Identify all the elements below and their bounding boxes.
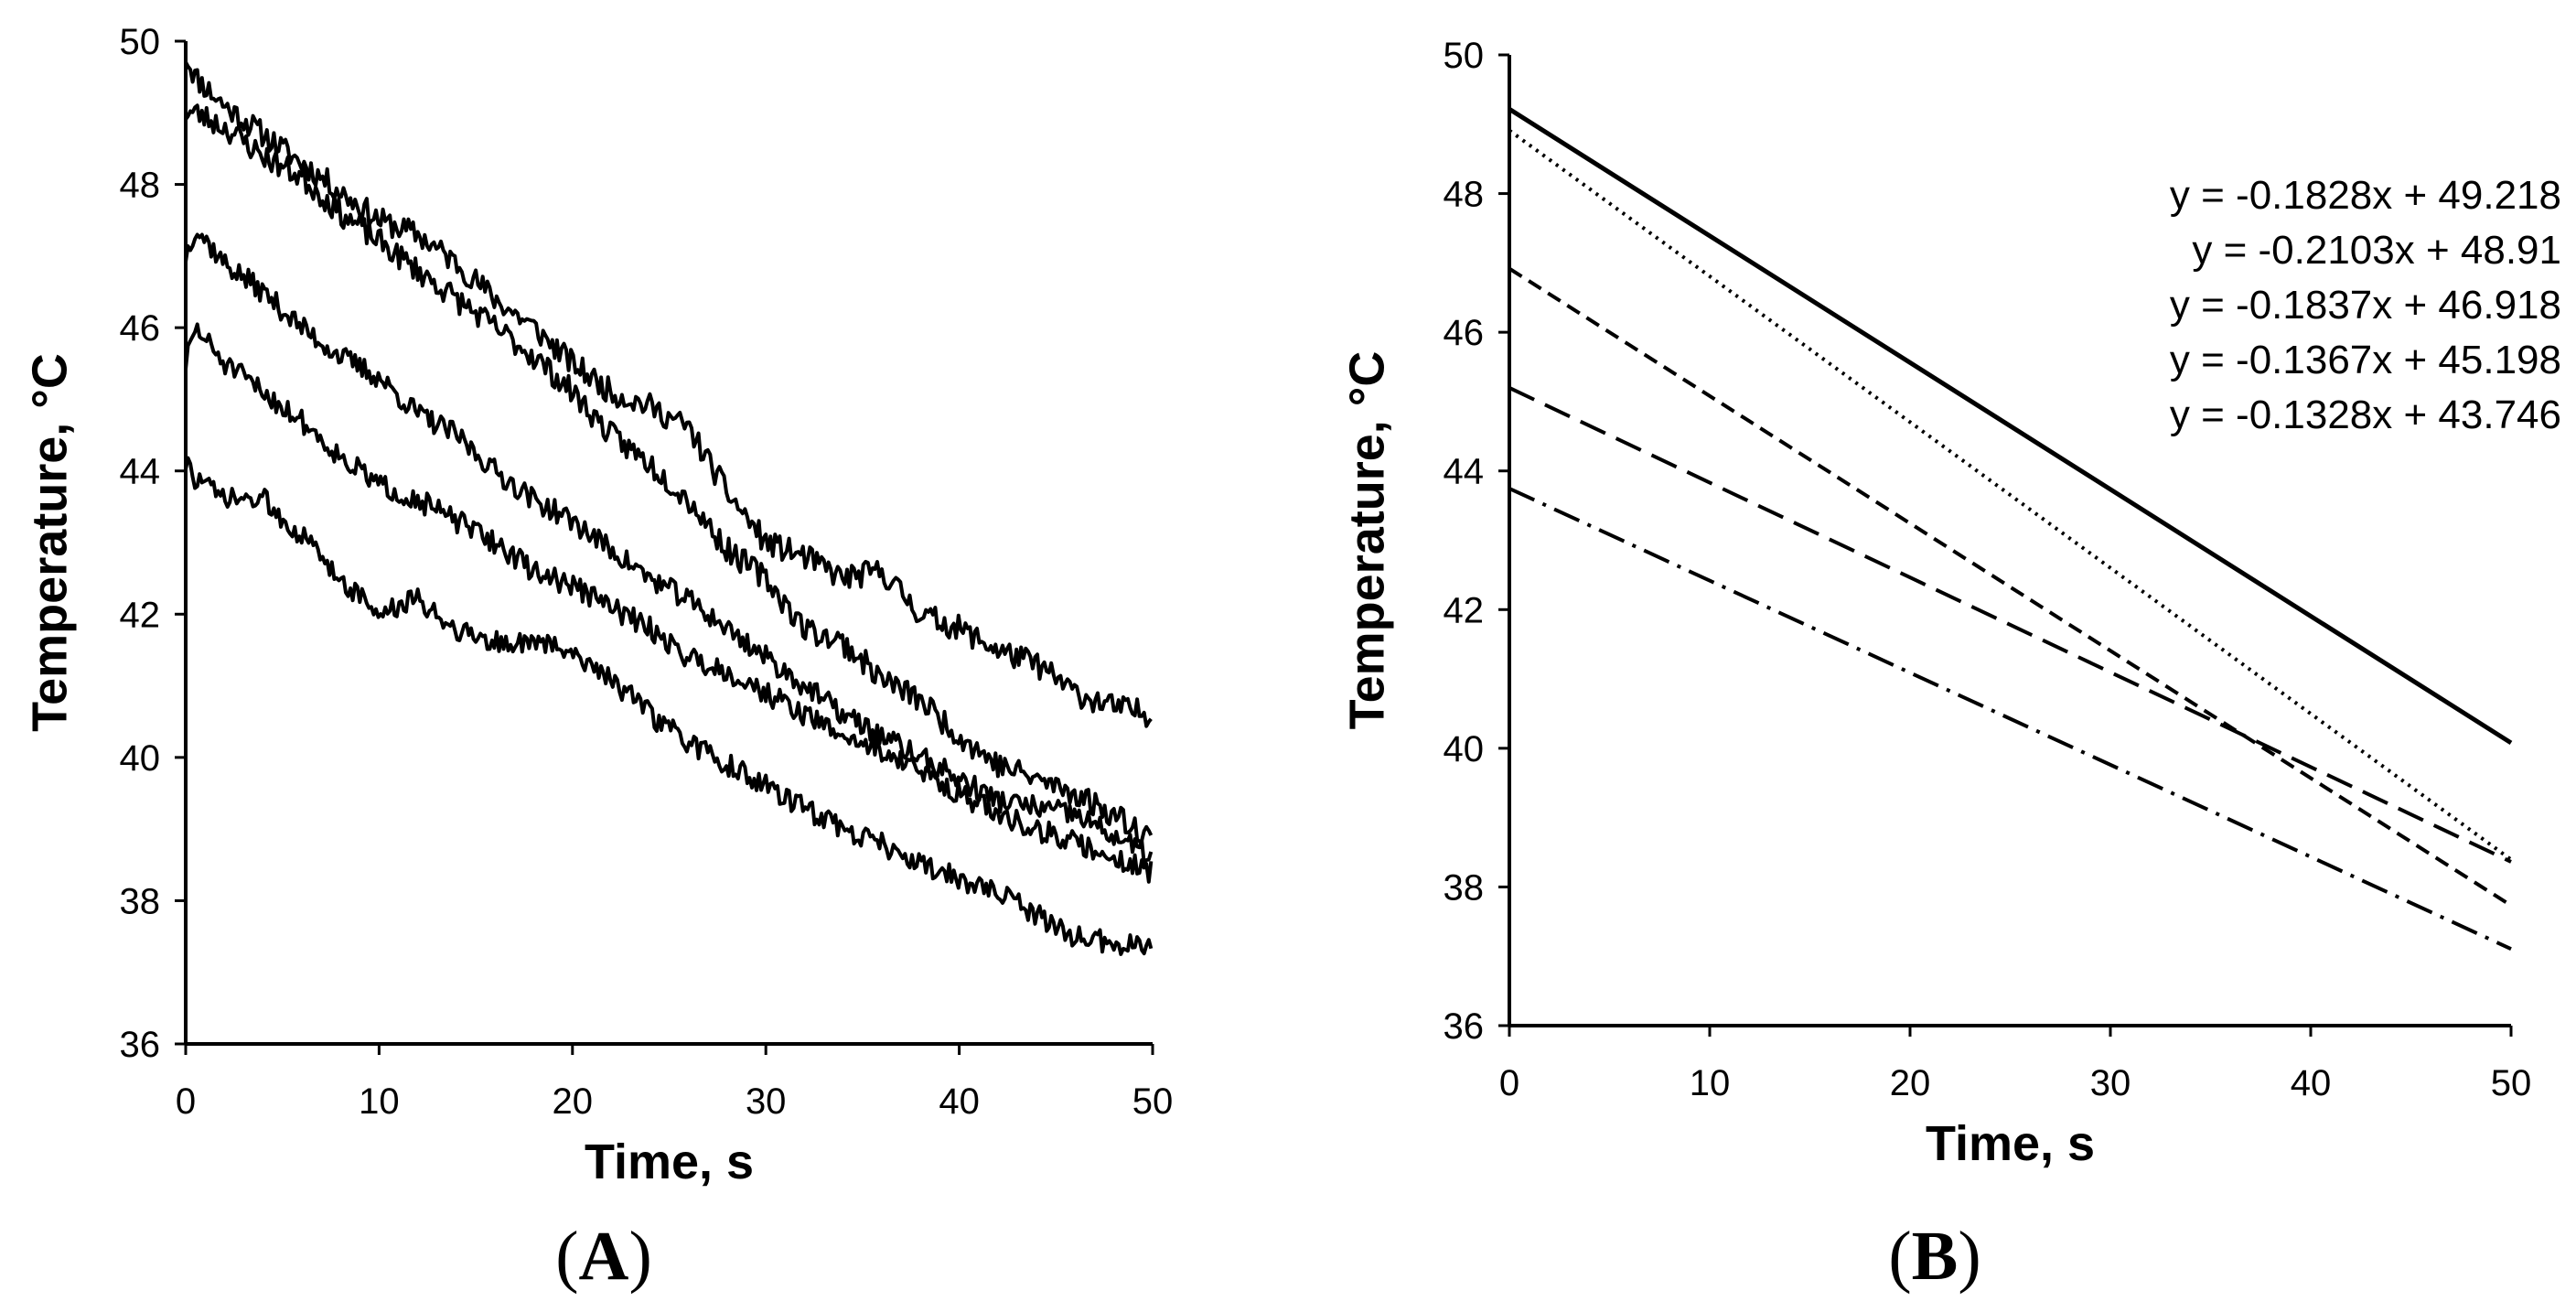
fit-line-1 [1508, 107, 2513, 746]
equation-label-1: y = -0.1828x + 49.218 [2170, 173, 2561, 218]
panel-b-label: (B) [1888, 1218, 1980, 1295]
equation-label-3: y = -0.1837x + 46.918 [2170, 283, 2561, 328]
equation-label-5: y = -0.1328x + 43.746 [2170, 393, 2561, 437]
y-tick-label: 44 [1444, 452, 1485, 492]
temperature-trace-2 [184, 103, 1154, 844]
y-tick-label: 38 [120, 881, 161, 921]
y-tick-label: 36 [120, 1025, 161, 1065]
fit-line-3 [1508, 266, 2513, 908]
x-tick-label: 20 [1890, 1063, 1931, 1103]
x-axis-title: Time, s [1926, 1116, 2095, 1171]
y-tick-label: 42 [1444, 590, 1485, 630]
temperature-trace-1 [184, 61, 1153, 728]
x-tick-label: 50 [2491, 1063, 2532, 1103]
x-tick-label: 40 [939, 1081, 980, 1122]
y-tick-label: 44 [120, 452, 161, 492]
panel-b-chart: 36 38 40 42 44 46 48 50 0 10 20 30 40 50 Time, s Temper… [1339, 36, 2561, 1171]
y-tick-label: 46 [120, 308, 161, 349]
panel-a-chart: 36 38 40 42 44 46 48 50 0 10 20 30 40 50 Time, s Temper… [22, 22, 1173, 1189]
panel-a-label: (A) [555, 1218, 652, 1295]
x-tick-label: 20 [553, 1081, 594, 1122]
y-tick-label: 42 [120, 595, 161, 635]
x-tick-label: 0 [176, 1081, 196, 1122]
x-tick-label: 30 [746, 1081, 787, 1122]
y-tick-label: 48 [1444, 175, 1485, 215]
y-tick-label: 40 [120, 738, 161, 779]
y-tick-label: 36 [1444, 1006, 1485, 1047]
equation-label-2: y = -0.2103x + 48.91 [2192, 228, 2561, 273]
fit-line-5 [1508, 487, 2512, 951]
x-tick-label: 0 [1499, 1063, 1519, 1103]
y-axis-title: Temperature, °C [22, 353, 77, 732]
y-axis-title: Temperature, °C [1339, 351, 1394, 730]
fit-line-2 [1508, 128, 2513, 862]
x-tick-label: 10 [359, 1081, 400, 1122]
temperature-trace-3 [184, 232, 1154, 866]
x-tick-label: 40 [2291, 1063, 2332, 1103]
x-axis-title: Time, s [585, 1135, 754, 1189]
y-tick-label: 46 [1444, 313, 1485, 353]
temperature-trace-4 [184, 322, 1154, 884]
y-tick-label: 38 [1444, 867, 1485, 908]
y-tick-label: 40 [1444, 729, 1485, 769]
x-tick-label: 50 [1132, 1081, 1174, 1122]
fit-line-4 [1508, 386, 2512, 864]
y-tick-label: 48 [120, 166, 161, 206]
y-tick-label: 50 [120, 22, 161, 62]
temperature-trace-5 [184, 456, 1154, 956]
y-tick-label: 50 [1444, 36, 1485, 76]
x-tick-label: 30 [2090, 1063, 2131, 1103]
equation-label-4: y = -0.1367x + 45.198 [2170, 338, 2561, 382]
x-tick-label: 10 [1690, 1063, 1731, 1103]
